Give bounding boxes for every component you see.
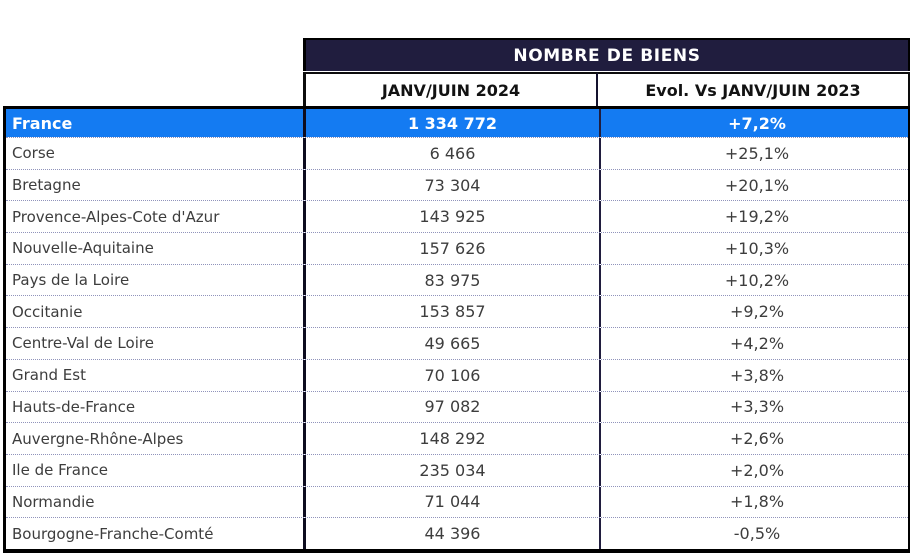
region-count: 148 292 [306, 423, 601, 454]
region-count: 83 975 [306, 264, 601, 296]
region-name: Provence-Alpes-Cote d'Azur [6, 201, 306, 233]
region-count: 1 334 772 [306, 109, 601, 137]
table-row: Centre-Val de Loire 49 665 +4,2% [6, 327, 908, 359]
region-name: Normandie [6, 486, 306, 518]
table-row: Corse 6 466 +25,1% [6, 137, 908, 169]
region-evolution: +4,2% [729, 333, 785, 353]
table-title: NOMBRE DE BIENS [303, 38, 910, 71]
table-row: Nouvelle-Aquitaine 157 626 +10,3% [6, 232, 908, 264]
region-evolution: +7,2% [728, 113, 786, 133]
table-row: Grand Est 70 106 +3,8% [6, 358, 908, 391]
region-evolution: +3,8% [729, 365, 785, 385]
region-count: 70 106 [306, 359, 601, 391]
region-evolution: +25,1% [724, 143, 790, 163]
region-name: Grand Est [6, 359, 306, 391]
regions-table: NOMBRE DE BIENS JANV/JUIN 2024 Evol. Vs … [3, 38, 910, 553]
region-count: 235 034 [306, 454, 601, 486]
region-name: Bourgogne-Franche-Comté [6, 518, 306, 549]
region-count: 97 082 [306, 391, 601, 423]
region-count: 153 857 [306, 296, 601, 328]
region-name: Ile de France [6, 454, 306, 486]
table-subheader-row: JANV/JUIN 2024 Evol. Vs JANV/JUIN 2023 [3, 72, 910, 106]
region-evolution: +10,3% [724, 238, 790, 258]
table-row: Bourgogne-Franche-Comté 44 396 -0,5% [6, 517, 908, 549]
region-name: Corse [6, 138, 306, 169]
table-row: Bretagne 73 304 +20,1% [6, 168, 908, 201]
region-name: Occitanie [6, 296, 306, 328]
region-count: 73 304 [306, 169, 601, 201]
region-count: 71 044 [306, 486, 601, 518]
table-row-total: France 1 334 772 +7,2% [6, 109, 908, 137]
column-header-evolution: Evol. Vs JANV/JUIN 2023 [598, 72, 910, 106]
region-evolution: +20,1% [724, 175, 790, 195]
region-count: 44 396 [306, 518, 601, 549]
region-evolution: -0,5% [733, 524, 781, 544]
region-name: Centre-Val de Loire [6, 328, 306, 359]
region-count: 49 665 [306, 328, 601, 359]
region-evolution: +3,3% [729, 397, 785, 417]
region-count: 157 626 [306, 233, 601, 264]
table-row: Hauts-de-France 97 082 +3,3% [6, 390, 908, 423]
table-row: Auvergne-Rhône-Alpes 148 292 +2,6% [6, 422, 908, 454]
region-evolution: +10,2% [724, 270, 790, 290]
table-row: Provence-Alpes-Cote d'Azur 143 925 +19,2… [6, 200, 908, 233]
region-name: Auvergne-Rhône-Alpes [6, 423, 306, 454]
region-evolution: +9,2% [729, 302, 785, 322]
column-header-period: JANV/JUIN 2024 [303, 72, 598, 106]
table-row: Pays de la Loire 83 975 +10,2% [6, 263, 908, 296]
table-row: Ile de France 235 034 +2,0% [6, 453, 908, 486]
region-count: 143 925 [306, 201, 601, 233]
region-name: Nouvelle-Aquitaine [6, 233, 306, 264]
region-count: 6 466 [306, 138, 601, 169]
region-name: France [6, 109, 306, 137]
region-name: Hauts-de-France [6, 391, 306, 423]
table-row: Occitanie 153 857 +9,2% [6, 295, 908, 328]
region-evolution: +19,2% [724, 207, 790, 227]
table-body: France 1 334 772 +7,2% Corse 6 466 +25,1… [3, 106, 910, 553]
table-header-row: NOMBRE DE BIENS [3, 38, 910, 71]
region-name: Pays de la Loire [6, 264, 306, 296]
region-name: Bretagne [6, 169, 306, 201]
region-evolution: +1,8% [729, 492, 785, 512]
region-evolution: +2,0% [729, 460, 785, 480]
table-row: Normandie 71 044 +1,8% [6, 485, 908, 518]
region-evolution: +2,6% [729, 429, 785, 449]
